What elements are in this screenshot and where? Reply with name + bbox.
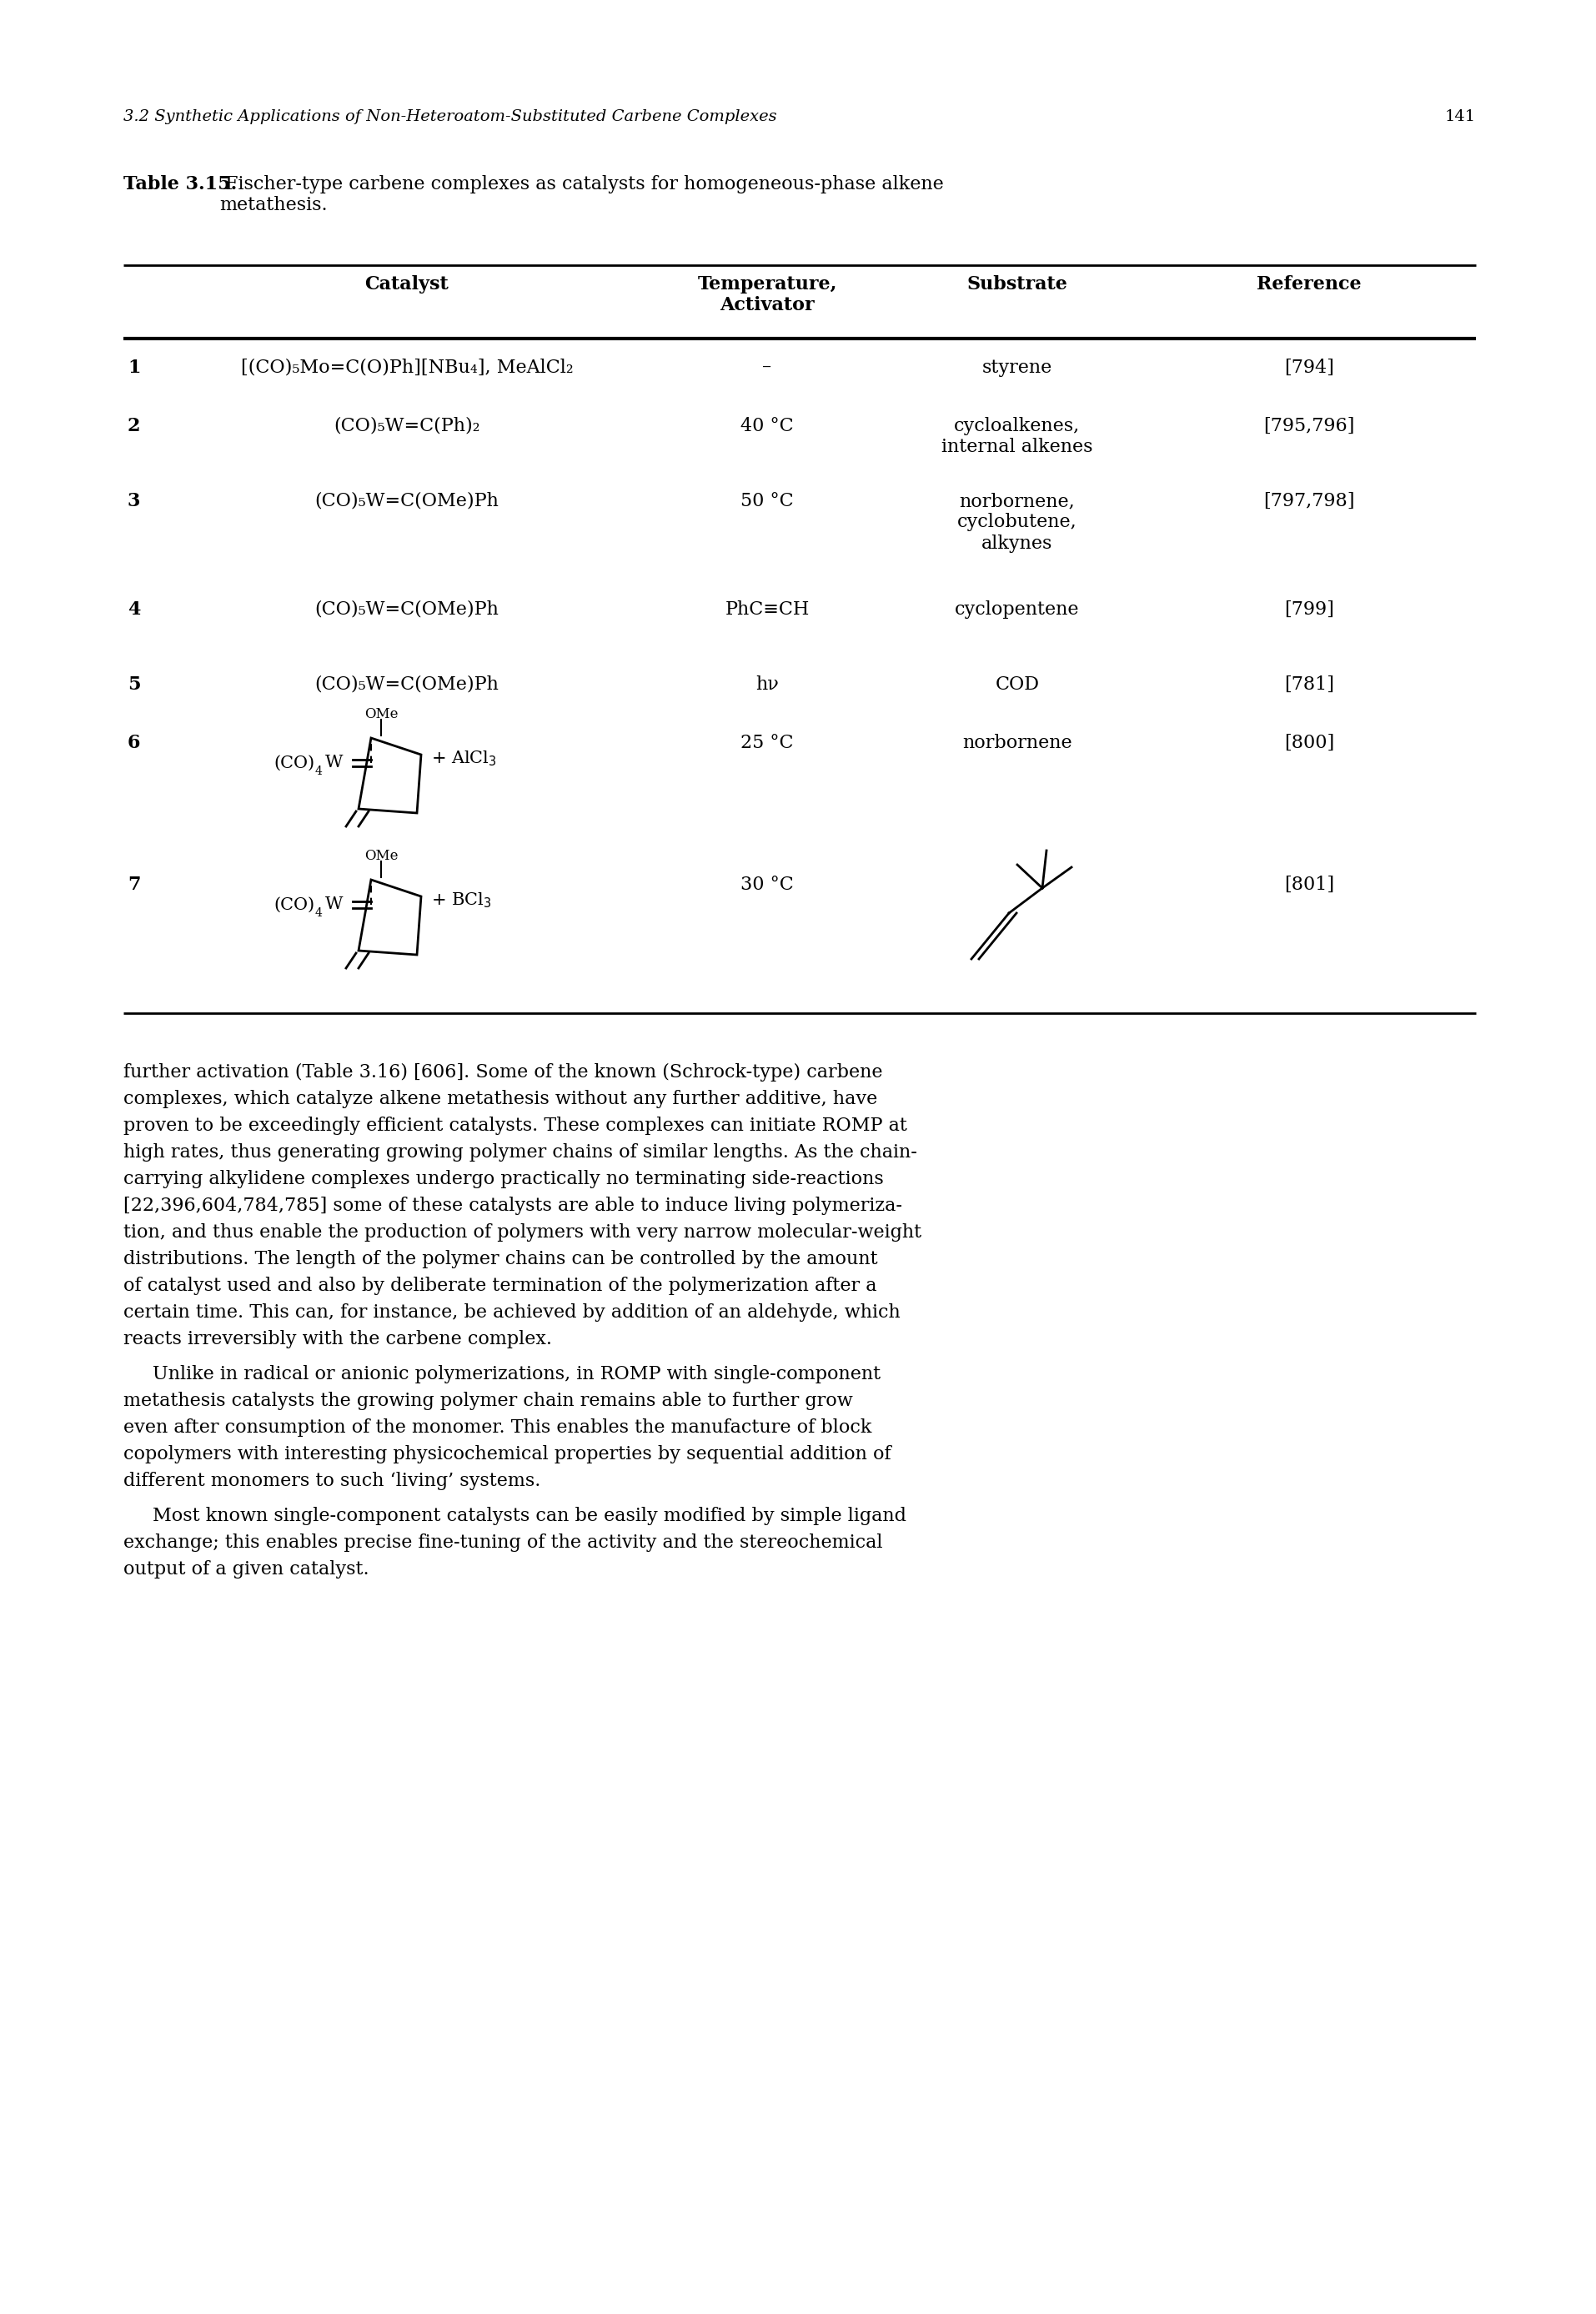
Text: 141: 141 [1444, 109, 1475, 125]
Text: [795,796]: [795,796] [1262, 417, 1353, 435]
Text: 7: 7 [128, 875, 140, 893]
Text: [797,798]: [797,798] [1262, 493, 1353, 511]
Text: (CO): (CO) [273, 754, 314, 771]
Text: different monomers to such ‘living’ systems.: different monomers to such ‘living’ syst… [123, 1472, 541, 1490]
Text: [22,396,604,784,785] some of these catalysts are able to induce living polymeriz: [22,396,604,784,785] some of these catal… [123, 1196, 902, 1215]
Text: (CO)₅W=C(Ph)₂: (CO)₅W=C(Ph)₂ [334, 417, 480, 435]
Text: [794]: [794] [1283, 359, 1333, 377]
Text: further activation (Table 3.16) [606]. Some of the known (Schrock-type) carbene: further activation (Table 3.16) [606]. S… [123, 1062, 883, 1081]
Text: even after consumption of the monomer. This enables the manufacture of block: even after consumption of the monomer. T… [123, 1418, 871, 1437]
Text: 40 °C: 40 °C [741, 417, 793, 435]
Text: W: W [326, 898, 343, 912]
Text: exchange; this enables precise fine-tuning of the activity and the stereochemica: exchange; this enables precise fine-tuni… [123, 1534, 883, 1553]
Text: cyclopentene: cyclopentene [954, 599, 1079, 618]
Text: proven to be exceedingly efficient catalysts. These complexes can initiate ROMP : proven to be exceedingly efficient catal… [123, 1118, 907, 1134]
Text: reacts irreversibly with the carbene complex.: reacts irreversibly with the carbene com… [123, 1331, 552, 1349]
Text: 2: 2 [128, 417, 140, 435]
Text: [799]: [799] [1283, 599, 1333, 618]
Text: 3.2 Synthetic Applications of Non-Heteroatom-Substituted Carbene Complexes: 3.2 Synthetic Applications of Non-Hetero… [123, 109, 776, 125]
Text: Fischer-type carbene complexes as catalysts for homogeneous-phase alkene
metathe: Fischer-type carbene complexes as cataly… [219, 176, 943, 215]
Text: OMe: OMe [364, 708, 397, 722]
Text: (CO)₅W=C(OMe)Ph: (CO)₅W=C(OMe)Ph [314, 599, 500, 618]
Text: high rates, thus generating growing polymer chains of similar lengths. As the ch: high rates, thus generating growing poly… [123, 1143, 916, 1162]
Text: 50 °C: 50 °C [741, 493, 793, 511]
Text: tion, and thus enable the production of polymers with very narrow molecular-weig: tion, and thus enable the production of … [123, 1224, 921, 1243]
Text: Most known single-component catalysts can be easily modified by simple ligand: Most known single-component catalysts ca… [153, 1506, 907, 1525]
Text: norbornene,
cyclobutene,
alkynes: norbornene, cyclobutene, alkynes [958, 493, 1077, 553]
Text: metathesis catalysts the growing polymer chain remains able to further grow: metathesis catalysts the growing polymer… [123, 1391, 852, 1409]
Text: 6: 6 [128, 734, 140, 752]
Text: [781]: [781] [1283, 676, 1334, 694]
Text: (CO)₅W=C(OMe)Ph: (CO)₅W=C(OMe)Ph [314, 676, 500, 694]
Text: [(CO)₅Mo=C(O)Ph][NBu₄], MeAlCl₂: [(CO)₅Mo=C(O)Ph][NBu₄], MeAlCl₂ [241, 359, 573, 377]
Text: cycloalkenes,
internal alkenes: cycloalkenes, internal alkenes [942, 417, 1092, 456]
Text: norbornene: norbornene [962, 734, 1071, 752]
Text: Substrate: Substrate [967, 275, 1068, 294]
Text: [801]: [801] [1283, 875, 1334, 893]
Text: Unlike in radical or anionic polymerizations, in ROMP with single-component: Unlike in radical or anionic polymerizat… [153, 1365, 881, 1384]
Text: + AlCl$_3$: + AlCl$_3$ [431, 750, 496, 768]
Text: Temperature,
Activator: Temperature, Activator [697, 275, 836, 315]
Text: 25 °C: 25 °C [741, 734, 793, 752]
Text: –: – [763, 359, 771, 377]
Text: COD: COD [994, 676, 1039, 694]
Text: hν: hν [755, 676, 779, 694]
Text: PhC≡CH: PhC≡CH [725, 599, 809, 618]
Text: certain time. This can, for instance, be achieved by addition of an aldehyde, wh: certain time. This can, for instance, be… [123, 1303, 900, 1321]
Text: [800]: [800] [1283, 734, 1334, 752]
Text: W: W [326, 754, 343, 771]
Text: distributions. The length of the polymer chains can be controlled by the amount: distributions. The length of the polymer… [123, 1250, 878, 1268]
Text: of catalyst used and also by deliberate termination of the polymerization after : of catalyst used and also by deliberate … [123, 1277, 876, 1296]
Text: (CO): (CO) [273, 898, 314, 912]
Text: 3: 3 [128, 493, 140, 511]
Text: 4: 4 [314, 766, 322, 778]
Text: + BCl$_3$: + BCl$_3$ [431, 891, 492, 909]
Text: (CO)₅W=C(OMe)Ph: (CO)₅W=C(OMe)Ph [314, 493, 500, 511]
Text: styrene: styrene [982, 359, 1052, 377]
Text: 30 °C: 30 °C [741, 875, 793, 893]
Text: Reference: Reference [1256, 275, 1361, 294]
Text: complexes, which catalyze alkene metathesis without any further additive, have: complexes, which catalyze alkene metathe… [123, 1090, 876, 1108]
Text: Catalyst: Catalyst [365, 275, 448, 294]
Text: 4: 4 [128, 599, 140, 618]
Text: copolymers with interesting physicochemical properties by sequential addition of: copolymers with interesting physicochemi… [123, 1446, 891, 1462]
Text: output of a given catalyst.: output of a given catalyst. [123, 1560, 369, 1578]
Text: 1: 1 [128, 359, 140, 377]
Text: Table 3.15.: Table 3.15. [123, 176, 236, 194]
Text: 5: 5 [128, 676, 140, 694]
Text: 4: 4 [314, 907, 322, 919]
Text: carrying alkylidene complexes undergo practically no terminating side-reactions: carrying alkylidene complexes undergo pr… [123, 1171, 883, 1189]
Text: OMe: OMe [364, 849, 397, 863]
